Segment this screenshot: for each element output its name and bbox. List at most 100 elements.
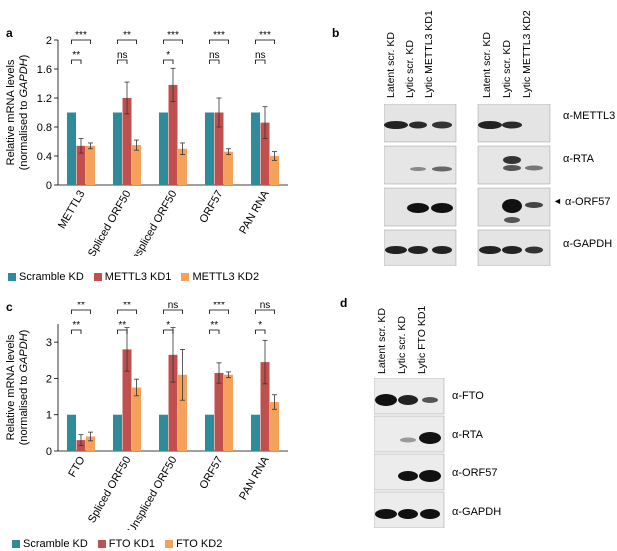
legend-item-scramble: Scramble KD	[12, 538, 88, 550]
x-tick-label: ORF57	[197, 189, 225, 226]
bar	[260, 362, 270, 451]
orf57-arrow-marker: ◄	[553, 196, 562, 206]
significance-label: ns	[260, 302, 271, 311]
significance-bracket	[117, 329, 128, 334]
significance-bracket	[255, 309, 275, 314]
x-tick-label: FTO	[66, 454, 88, 479]
y-tick-label: 1.2	[37, 93, 52, 105]
bar	[270, 402, 279, 451]
band	[419, 470, 441, 482]
y-tick-label: 1.6	[37, 64, 52, 76]
bar	[214, 372, 224, 451]
x-tick-label: ORF57	[197, 455, 225, 492]
lane-label-b-right-3: Lytic METTL3 KD2	[521, 10, 533, 98]
panel-letter-c: c	[6, 300, 13, 314]
significance-label: **	[123, 302, 131, 311]
blot-membrane	[384, 145, 457, 185]
significance-bracket	[163, 59, 174, 64]
bar	[67, 112, 76, 185]
significance-bracket	[209, 39, 229, 44]
band	[398, 395, 418, 405]
significance-label: ns	[209, 50, 220, 61]
lane-label-b-left-2: Lytic scr. KD	[404, 40, 416, 98]
x-tick-label: Unspliced ORF50	[126, 189, 180, 257]
significance-label: ns	[168, 302, 179, 311]
significance-label: ns	[117, 50, 128, 61]
bar	[224, 151, 233, 185]
band	[479, 246, 501, 254]
legend-swatch-scramble	[8, 273, 16, 281]
legend-label: METTL3 KD1	[104, 271, 172, 283]
bar	[159, 414, 168, 451]
bar	[251, 414, 260, 451]
legend-swatch-kd2	[181, 273, 190, 281]
lane-label-b-right-1: Latent scr. KD	[481, 32, 493, 98]
legend-swatch-kd1	[97, 540, 106, 548]
band	[525, 246, 543, 254]
band	[432, 166, 452, 172]
bar	[251, 112, 260, 185]
legend-item-scramble: Scramble KD	[8, 271, 84, 283]
band	[419, 432, 441, 444]
bar	[67, 414, 76, 451]
x-tick-label: Spliced ORF50	[86, 189, 134, 257]
legend-swatch-kd1	[93, 273, 102, 281]
significance-bracket	[71, 39, 91, 44]
significance-bracket	[117, 309, 137, 314]
legend-label: Scramble KD	[23, 538, 88, 550]
panel-letter-b: b	[332, 26, 340, 40]
significance-bracket	[163, 309, 183, 314]
band	[431, 203, 453, 213]
band	[384, 121, 408, 129]
x-tick-label: Spliced ORF50	[86, 455, 134, 526]
y-tick-label: 0.4	[37, 151, 52, 163]
significance-bracket	[255, 39, 275, 44]
significance-bracket	[71, 309, 91, 314]
significance-label: ***	[75, 30, 87, 41]
y-tick-label: 3	[46, 337, 52, 349]
legend-c: Scramble KD FTO KD1 FTO KD2	[12, 538, 222, 550]
blot-d-row-label: α-RTA	[452, 429, 484, 441]
significance-label: **	[72, 50, 80, 61]
band	[385, 246, 407, 254]
legend-label: FTO KD2	[176, 538, 223, 550]
lane-label-b-left-1: Latent scr. KD	[385, 32, 397, 98]
band	[502, 121, 522, 129]
bar	[260, 122, 270, 185]
significance-bracket	[209, 59, 220, 64]
blot-b-row-label: α-RTA	[563, 153, 595, 165]
significance-label: ns	[255, 50, 266, 61]
legend-label: Scramble KD	[19, 271, 84, 283]
band	[408, 246, 428, 254]
legend-item-kd2: METTL3 KD2	[181, 271, 259, 283]
bar	[224, 374, 233, 451]
western-blot-b	[384, 104, 551, 266]
y-tick-label: 0	[46, 446, 52, 458]
band	[503, 156, 521, 164]
significance-label: *	[166, 320, 170, 331]
y-tick-label: 1	[46, 410, 52, 422]
bar	[122, 98, 132, 185]
band	[478, 121, 502, 129]
band	[398, 509, 418, 519]
band	[409, 121, 427, 129]
lane-label-d-1: Latent scr. KD	[376, 308, 388, 374]
blot-b-row-label: α-METTL3	[563, 110, 616, 122]
y-axis-label-sub: (normalised to GAPDH)	[18, 55, 30, 171]
y-axis-label: Relative mRNA levels	[5, 334, 17, 440]
band	[375, 509, 397, 519]
legend-label: FTO KD1	[108, 538, 156, 550]
significance-bracket	[117, 39, 137, 44]
bar	[178, 374, 187, 451]
blot-b-row-label: α-GAPDH	[563, 238, 613, 250]
significance-bracket	[71, 59, 82, 64]
band	[503, 165, 521, 171]
bar	[205, 112, 214, 185]
panel-letter-d: d	[340, 296, 348, 310]
legend-item-kd1: METTL3 KD1	[93, 271, 172, 283]
x-tick-label: PAN RNA	[237, 188, 272, 236]
bar	[122, 349, 132, 451]
significance-label: **	[123, 30, 131, 41]
significance-label: *	[166, 50, 170, 61]
significance-label: ***	[213, 30, 225, 41]
